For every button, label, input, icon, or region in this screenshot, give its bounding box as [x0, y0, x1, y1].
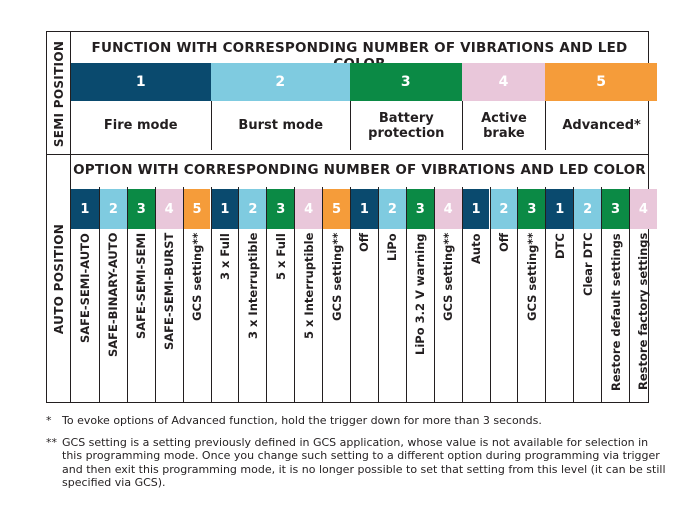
option-5-3: 3 Restore default settings — [601, 187, 629, 403]
programming-table: SEMI POSITION AUTO POSITION FUNCTION WIT… — [46, 31, 657, 403]
option-label: DTC — [552, 233, 567, 259]
semi-position-label: SEMI POSITION — [47, 32, 71, 155]
function-label-1: Fire mode — [103, 118, 178, 133]
option-1-5: 5 GCS setting** — [182, 187, 211, 403]
option-number-badge: 2 — [99, 189, 127, 229]
option-number-badge: 3 — [267, 189, 295, 229]
function-label-4: Active brake — [461, 101, 546, 150]
option-label: LiPo — [385, 233, 400, 261]
option-2-4: 4 5 x Interruptible — [294, 187, 323, 403]
option-number-badge: 2 — [490, 189, 518, 229]
option-3-1: 1 Off — [350, 187, 378, 403]
option-number-badge: 1 — [71, 189, 99, 229]
option-1-3: 3 SAFE-SEMI-SEMI — [126, 187, 155, 403]
option-4-1: 1 Auto — [461, 187, 490, 403]
option-label: SAFE-BINARY-AUTO — [106, 232, 121, 357]
function-number-3: 3 — [350, 63, 462, 101]
option-label: Off — [357, 232, 372, 252]
option-number-badge: 3 — [602, 189, 629, 229]
option-label: 3 x Interruptible — [245, 232, 260, 339]
option-number-badge: 3 — [518, 189, 546, 229]
option-3-2: 2 LiPo — [377, 187, 406, 403]
option-5-4: 4 Restore factory settings — [629, 187, 657, 403]
function-number-1: 1 — [71, 63, 211, 101]
option-number-badge: 4 — [434, 189, 462, 229]
option-label: SAFE-SEMI-AUTO — [77, 233, 92, 343]
option-label: LiPo 3.2 V warning — [413, 233, 428, 356]
option-label: SAFE-SEMI-BURST — [162, 232, 177, 350]
option-1-4: 4 SAFE-SEMI-BURST — [154, 187, 183, 403]
function-label-3: Battery protection — [350, 101, 462, 150]
option-label: GCS setting** — [190, 232, 205, 321]
function-number-4: 4 — [461, 63, 546, 101]
option-label: Restore factory settings — [636, 232, 651, 390]
option-3-3: 3 LiPo 3.2 V warning — [405, 187, 434, 403]
option-number-badge: 1 — [546, 189, 574, 229]
option-number-badge: 1 — [211, 189, 239, 229]
option-4-3: 3 GCS setting** — [517, 187, 546, 403]
option-number-badge: 1 — [351, 189, 378, 229]
section-divider — [47, 154, 648, 155]
footnotes: * To evoke options of Advanced function, … — [46, 414, 666, 498]
footnote-gcs: ** GCS setting is a setting previously de… — [46, 435, 666, 490]
option-number-badge: 4 — [630, 189, 657, 229]
option-1-2: 2 SAFE-BINARY-AUTO — [98, 187, 127, 403]
function-number-2: 2 — [210, 63, 350, 101]
option-number-badge: 4 — [155, 189, 183, 229]
option-number-badge: 5 — [323, 189, 350, 229]
option-title: OPTION WITH CORRESPONDING NUMBER OF VIBR… — [73, 162, 646, 178]
footnote-advanced: * To evoke options of Advanced function, … — [46, 414, 542, 427]
option-label: GCS setting** — [329, 232, 344, 321]
option-3-4: 4 GCS setting** — [433, 187, 462, 403]
option-number-badge: 2 — [378, 189, 406, 229]
option-label: GCS setting** — [441, 232, 456, 321]
option-label: Auto — [469, 233, 484, 265]
option-number-badge: 3 — [127, 189, 155, 229]
option-1-1: 1 SAFE-SEMI-AUTO — [71, 187, 99, 403]
option-5-1: 1 DTC — [545, 187, 574, 403]
option-number-badge: 2 — [574, 189, 602, 229]
function-label-5: Advanced* — [545, 101, 657, 150]
option-2-5: 5 GCS setting** — [322, 187, 350, 403]
option-4-2: 2 Off — [489, 187, 518, 403]
option-5-2: 2 Clear DTC — [573, 187, 602, 403]
option-number-badge: 4 — [295, 189, 323, 229]
option-number-badge: 1 — [462, 189, 490, 229]
function-number-5: 5 — [545, 63, 657, 101]
auto-position-label: AUTO POSITION — [47, 155, 71, 402]
function-label-2: Burst mode — [210, 101, 351, 150]
option-label: 5 x Full — [273, 233, 288, 280]
option-number-badge: 3 — [406, 189, 434, 229]
option-label: Restore default settings — [608, 233, 623, 391]
option-label: Off — [496, 232, 511, 252]
option-number-badge: 5 — [183, 189, 211, 229]
option-2-1: 1 3 x Full — [210, 187, 239, 403]
option-label: GCS setting** — [524, 232, 539, 321]
option-2-3: 3 5 x Full — [266, 187, 295, 403]
option-label: Clear DTC — [580, 232, 595, 296]
option-label: SAFE-SEMI-SEMI — [134, 232, 149, 339]
option-2-2: 2 3 x Interruptible — [238, 187, 267, 403]
option-label: 3 x Full — [217, 233, 232, 280]
option-number-badge: 2 — [239, 189, 267, 229]
option-label: 5 x Interruptible — [301, 232, 316, 339]
